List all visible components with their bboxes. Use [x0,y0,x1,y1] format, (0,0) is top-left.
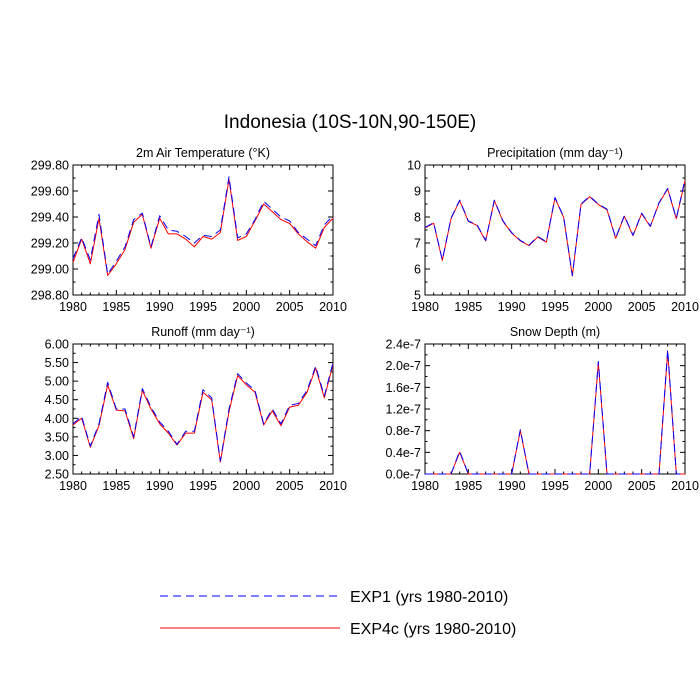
x-tick-label: 1985 [454,479,482,493]
panel-title: Snow Depth (m) [510,325,600,339]
y-tick-label: 2.4e-7 [386,338,421,352]
x-tick-label: 2005 [628,479,656,493]
x-tick-label: 1980 [411,300,439,314]
plot-frame [72,164,334,296]
x-tick-label: 2000 [584,479,612,493]
panel-title: Precipitation (mm day⁻¹) [487,146,623,160]
y-tick-label: 299.60 [31,185,69,199]
x-tick-label: 2005 [276,300,304,314]
panel-precipitation: Precipitation (mm day⁻¹) 1980 1985 1990 1995… [407,146,699,314]
x-tick-label: 1990 [146,479,174,493]
y-tick-label: 1.6e-7 [386,381,421,395]
legend-label-exp4c: EXP4c (yrs 1980-2010) [350,621,516,638]
legend-label-exp1: EXP1 (yrs 1980-2010) [350,589,508,606]
y-tick-label: 1.2e-7 [386,403,421,417]
series-line-exp1 [425,348,685,475]
y-tick-label: 4.50 [45,393,69,407]
x-tick-label: 1995 [541,479,569,493]
plot-frame [72,343,334,475]
x-tick-label: 1980 [59,479,87,493]
y-tick-label: 0.4e-7 [386,446,421,460]
panels: 2m Air Temperature (°K) 1980 1985 1990 1995 2… [31,146,699,493]
x-tick-label: 2000 [232,300,260,314]
plot-frame [424,164,686,296]
panel-air-temperature: 2m Air Temperature (°K) 1980 1985 1990 1995 2… [31,146,347,314]
x-tick-label: 1990 [146,300,174,314]
y-tick-label: 3.50 [45,430,69,444]
x-tick-label: 1980 [411,479,439,493]
x-tick-label: 2005 [628,300,656,314]
y-tick-label: 0.0e-7 [386,468,421,482]
y-tick-label: 10 [407,159,421,173]
panel-title: Runoff (mm day⁻¹) [151,325,255,339]
legend: EXP1 (yrs 1980-2010) EXP4c (yrs 1980-201… [160,589,516,638]
x-tick-label: 2010 [671,479,699,493]
x-tick-label: 1990 [498,300,526,314]
y-tick-label: 5.50 [45,356,69,370]
plot-frame [424,343,686,475]
y-tick-label: 5.00 [45,375,69,389]
x-tick-label: 2005 [276,479,304,493]
y-tick-label: 2.50 [45,468,69,482]
x-tick-label: 1985 [102,300,130,314]
series-line-exp1 [72,362,334,462]
y-tick-label: 6.00 [45,338,69,352]
x-tick-label: 2000 [232,479,260,493]
y-tick-label: 9 [414,185,421,199]
y-tick-label: 3.00 [45,449,69,463]
x-tick-label: 2000 [584,300,612,314]
y-tick-label: 0.8e-7 [386,424,421,438]
x-tick-label: 1980 [59,300,87,314]
series-line-exp4c [424,180,686,277]
series-line-exp4c [425,351,685,475]
y-tick-label: 4.00 [45,412,69,426]
y-tick-label: 7 [414,237,421,251]
series-line-exp1 [72,176,334,275]
x-tick-label: 1985 [102,479,130,493]
y-tick-label: 5 [414,289,421,303]
x-tick-label: 1995 [189,479,217,493]
y-tick-label: 299.00 [31,263,69,277]
x-tick-label: 1995 [189,300,217,314]
panel-runoff: Runoff (mm day⁻¹) 1980 1985 1990 1995 2000 200… [45,325,347,493]
figure-title: Indonesia (10S-10N,90-150E) [224,112,476,133]
y-tick-label: 2.0e-7 [386,359,421,373]
series-line-exp4c [72,364,334,463]
panel-title: 2m Air Temperature (°K) [136,146,270,160]
y-tick-label: 299.20 [31,237,69,251]
x-tick-label: 1995 [541,300,569,314]
series-line-exp1 [424,179,686,276]
panel-snow-depth: Snow Depth (m) 1980 1985 1990 1995 2000 2005 20… [386,325,699,493]
x-tick-label: 2010 [319,479,347,493]
y-tick-label: 298.80 [31,289,69,303]
y-tick-label: 8 [414,211,421,225]
x-tick-label: 1985 [454,300,482,314]
y-tick-label: 6 [414,263,421,277]
y-tick-label: 299.80 [31,159,69,173]
x-tick-label: 2010 [319,300,347,314]
series-line-exp4c [72,178,334,276]
y-tick-label: 299.40 [31,211,69,225]
x-tick-label: 1990 [498,479,526,493]
x-tick-label: 2010 [671,300,699,314]
